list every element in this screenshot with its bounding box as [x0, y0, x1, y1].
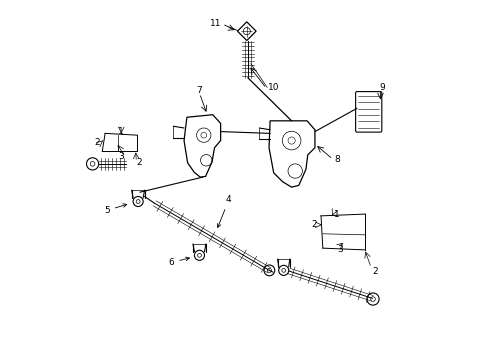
- Text: 9: 9: [379, 83, 385, 92]
- Text: 6: 6: [169, 257, 190, 267]
- Text: 8: 8: [334, 155, 340, 164]
- Text: 1: 1: [334, 210, 339, 219]
- Text: 3: 3: [337, 246, 343, 255]
- Text: 5: 5: [104, 204, 127, 215]
- Text: 11: 11: [209, 19, 221, 28]
- Text: 4: 4: [218, 195, 232, 228]
- Text: 3: 3: [119, 152, 124, 161]
- Text: 10: 10: [269, 83, 280, 92]
- Text: 7: 7: [196, 86, 202, 95]
- Text: 2: 2: [372, 267, 378, 276]
- Text: 2: 2: [136, 158, 142, 167]
- Text: 2: 2: [95, 138, 100, 147]
- Text: 1: 1: [119, 127, 124, 136]
- Text: 2: 2: [311, 220, 317, 229]
